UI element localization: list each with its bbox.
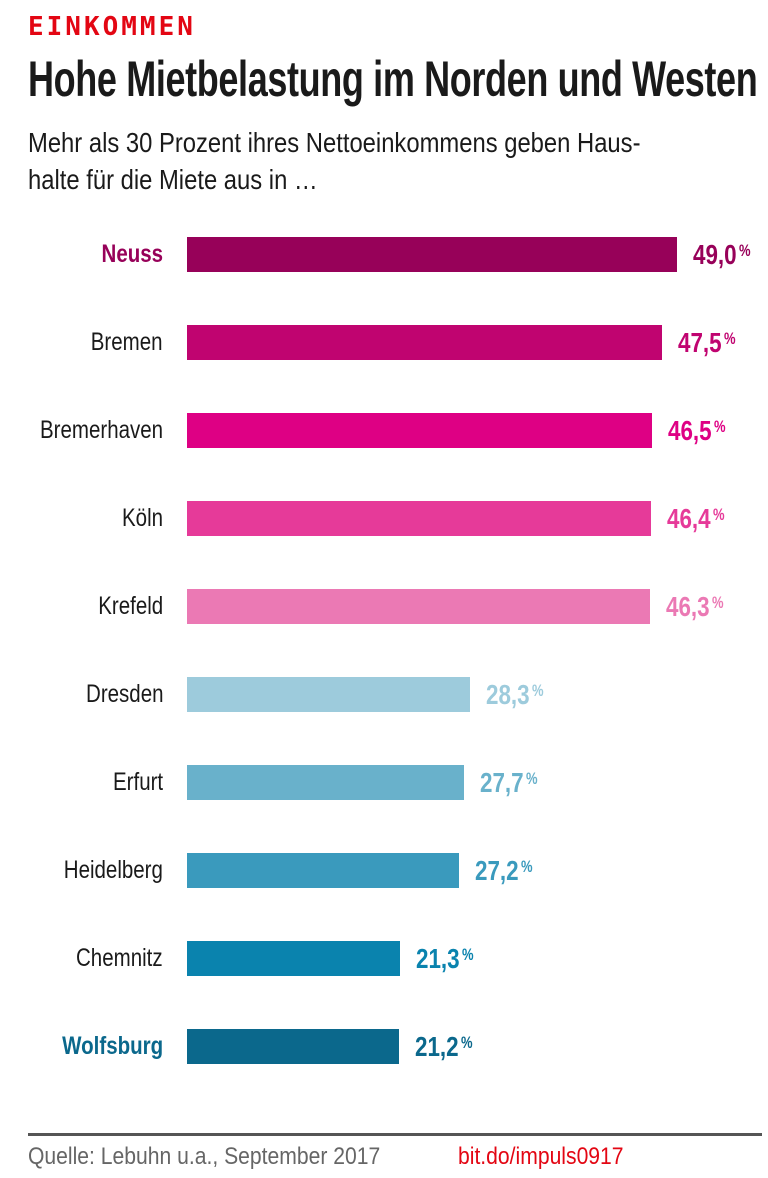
city-label: Heidelberg bbox=[63, 856, 163, 884]
city-label-cell: Heidelberg bbox=[0, 856, 163, 885]
footer-divider bbox=[28, 1133, 762, 1136]
value-label: 46,4% bbox=[667, 503, 739, 535]
value-wrap: 21,3% bbox=[416, 943, 474, 975]
value-unit: % bbox=[739, 241, 751, 260]
value-wrap: 49,0% bbox=[693, 239, 751, 271]
bar bbox=[187, 677, 470, 712]
value-label: 27,7% bbox=[480, 767, 552, 799]
kicker: EINKOMMEN bbox=[28, 12, 196, 42]
bar bbox=[187, 589, 650, 624]
bar-chart: Neuss 49,0% Bremen 47,5% Bremerhaven 46,… bbox=[0, 237, 768, 1117]
value-unit: % bbox=[521, 857, 533, 876]
chart-row-wolfsburg: Wolfsburg 21,2% bbox=[0, 1029, 768, 1064]
value-unit: % bbox=[724, 329, 736, 348]
city-label: Krefeld bbox=[98, 592, 163, 620]
value-wrap: 46,5% bbox=[668, 415, 726, 447]
value-label: 46,5% bbox=[668, 415, 740, 447]
value-wrap: 46,3% bbox=[666, 591, 724, 623]
value-number: 47,5 bbox=[678, 326, 722, 358]
city-label: Bremerhaven bbox=[39, 416, 163, 444]
city-label: Neuss bbox=[101, 240, 163, 268]
city-label: Chemnitz bbox=[76, 944, 163, 972]
value-wrap: 28,3% bbox=[486, 679, 544, 711]
city-label: Dresden bbox=[85, 680, 163, 708]
city-label: Erfurt bbox=[112, 768, 163, 796]
chart-row-kln: Köln 46,4% bbox=[0, 501, 768, 536]
value-label: 46,3% bbox=[666, 591, 738, 623]
value-unit: % bbox=[532, 681, 544, 700]
chart-row-krefeld: Krefeld 46,3% bbox=[0, 589, 768, 624]
value-label: 21,2% bbox=[415, 1031, 487, 1063]
page-title: Hohe Mietbelastung im Norden und Westen bbox=[28, 54, 768, 104]
city-label: Wolfsburg bbox=[62, 1032, 163, 1060]
value-number: 27,2 bbox=[475, 854, 519, 886]
value-number: 28,3 bbox=[486, 678, 530, 710]
bar bbox=[187, 501, 651, 536]
city-label-cell: Dresden bbox=[0, 680, 163, 709]
subtitle-line-2: halte für die Miete aus in … bbox=[28, 164, 318, 195]
city-label: Bremen bbox=[91, 328, 163, 356]
subtitle-line-1: Mehr als 30 Prozent ihres Nettoeinkommen… bbox=[28, 127, 641, 158]
city-label-cell: Bremerhaven bbox=[0, 416, 163, 445]
value-number: 27,7 bbox=[480, 766, 524, 798]
bar bbox=[187, 325, 662, 360]
value-label: 27,2% bbox=[475, 855, 547, 887]
page-title-text: Hohe Mietbelastung im Norden und Westen bbox=[28, 51, 758, 107]
city-label-cell: Chemnitz bbox=[0, 944, 163, 973]
value-number: 46,3 bbox=[666, 590, 710, 622]
chart-row-neuss: Neuss 49,0% bbox=[0, 237, 768, 272]
bar bbox=[187, 941, 400, 976]
value-wrap: 47,5% bbox=[678, 327, 736, 359]
bar bbox=[187, 1029, 399, 1064]
city-label: Köln bbox=[121, 504, 163, 532]
chart-row-heidelberg: Heidelberg 27,2% bbox=[0, 853, 768, 888]
city-label-cell: Erfurt bbox=[0, 768, 163, 797]
chart-row-chemnitz: Chemnitz 21,3% bbox=[0, 941, 768, 976]
value-number: 21,3 bbox=[416, 942, 460, 974]
city-label-cell: Krefeld bbox=[0, 592, 163, 621]
value-unit: % bbox=[462, 945, 474, 964]
chart-row-bremen: Bremen 47,5% bbox=[0, 325, 768, 360]
bar bbox=[187, 413, 652, 448]
bar bbox=[187, 237, 677, 272]
value-unit: % bbox=[714, 417, 726, 436]
city-label-cell: Wolfsburg bbox=[0, 1032, 163, 1061]
source-link[interactable]: bit.do/impuls0917 bbox=[458, 1143, 624, 1170]
value-unit: % bbox=[712, 593, 724, 612]
bar bbox=[187, 765, 464, 800]
value-label: 49,0% bbox=[693, 239, 765, 271]
value-number: 49,0 bbox=[693, 238, 737, 270]
value-unit: % bbox=[526, 769, 538, 788]
footer: Quelle: Lebuhn u.a., September 2017 bit.… bbox=[28, 1143, 646, 1171]
source-text: Quelle: Lebuhn u.a., September 2017 bbox=[28, 1143, 381, 1170]
chart-row-dresden: Dresden 28,3% bbox=[0, 677, 768, 712]
value-label: 28,3% bbox=[486, 679, 558, 711]
value-wrap: 46,4% bbox=[667, 503, 725, 535]
value-unit: % bbox=[461, 1033, 473, 1052]
value-number: 46,5 bbox=[668, 414, 712, 446]
city-label-cell: Neuss bbox=[0, 240, 163, 269]
bar bbox=[187, 853, 459, 888]
value-wrap: 27,7% bbox=[480, 767, 538, 799]
value-wrap: 21,2% bbox=[415, 1031, 473, 1063]
value-wrap: 27,2% bbox=[475, 855, 533, 887]
value-number: 46,4 bbox=[667, 502, 711, 534]
chart-row-bremerhaven: Bremerhaven 46,5% bbox=[0, 413, 768, 448]
city-label-cell: Köln bbox=[0, 504, 163, 533]
value-label: 21,3% bbox=[416, 943, 488, 975]
kicker-label: EINKOMMEN bbox=[28, 12, 196, 42]
value-label: 47,5% bbox=[678, 327, 750, 359]
city-label-cell: Bremen bbox=[0, 328, 163, 357]
subtitle: Mehr als 30 Prozent ihres Nettoeinkommen… bbox=[28, 124, 749, 198]
value-number: 21,2 bbox=[415, 1030, 459, 1062]
value-unit: % bbox=[713, 505, 725, 524]
chart-row-erfurt: Erfurt 27,7% bbox=[0, 765, 768, 800]
